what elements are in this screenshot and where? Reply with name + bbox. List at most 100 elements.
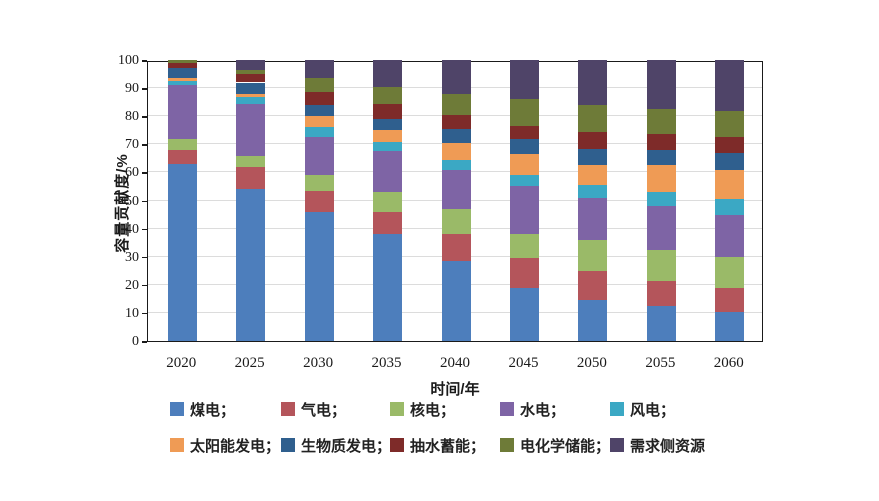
- bar-2040: [441, 60, 471, 341]
- bar-2030: [304, 60, 334, 341]
- bar-segment-2035-煤电: [373, 234, 403, 341]
- legend-label: 煤电；: [190, 401, 236, 419]
- bar-segment-2055-气电: [646, 280, 676, 306]
- legend-swatch-icon: [390, 402, 404, 416]
- legend-item-核电: 核电；: [390, 398, 455, 420]
- y-tick-label-40: 40: [125, 221, 139, 237]
- bar-segment-2060-煤电: [715, 311, 745, 341]
- x-tick-label-2045: 2045: [508, 355, 539, 371]
- bar-segment-2020-太阳能发电: [167, 78, 197, 82]
- x-tick-label-2025: 2025: [234, 355, 265, 371]
- bar-segment-2060-抽水蓄能: [715, 137, 745, 153]
- bar-segment-2025-水电: [236, 103, 266, 156]
- bar-segment-2035-核电: [373, 192, 403, 212]
- bar-segment-2020-核电: [167, 138, 197, 150]
- bar-segment-2055-抽水蓄能: [646, 134, 676, 150]
- bar-segment-2060-核电: [715, 256, 745, 288]
- bar-segment-2040-生物质发电: [441, 128, 471, 143]
- legend-item-需求侧资源: 需求侧资源: [610, 434, 705, 456]
- y-tick-mark-0: [142, 341, 147, 343]
- bar-2045: [509, 60, 539, 341]
- bar-segment-2030-需求侧资源: [304, 60, 334, 79]
- bar-segment-2030-抽水蓄能: [304, 92, 334, 105]
- bar-segment-2040-风电: [441, 159, 471, 170]
- bar-segment-2055-风电: [646, 192, 676, 207]
- legend-swatch-icon: [500, 438, 514, 452]
- bar-segment-2040-水电: [441, 169, 471, 209]
- bar-segment-2025-需求侧资源: [236, 60, 266, 70]
- legend-label: 电化学储能；: [520, 437, 611, 455]
- bar-2035: [373, 60, 403, 341]
- bar-segment-2025-核电: [236, 155, 266, 167]
- bar-segment-2035-生物质发电: [373, 119, 403, 131]
- bar-segment-2060-气电: [715, 287, 745, 312]
- bar-segment-2050-生物质发电: [578, 148, 608, 166]
- legend-label: 核电；: [410, 401, 456, 419]
- bar-segment-2045-风电: [509, 175, 539, 187]
- legend-swatch-icon: [500, 402, 514, 416]
- bar-segment-2040-气电: [441, 234, 471, 261]
- bar-segment-2055-生物质发电: [646, 149, 676, 166]
- bar-segment-2020-气电: [167, 149, 197, 164]
- legend-swatch-icon: [281, 438, 295, 452]
- bar-segment-2020-煤电: [167, 163, 197, 341]
- bar-segment-2055-电化学储能: [646, 109, 676, 135]
- bar-segment-2040-抽水蓄能: [441, 114, 471, 129]
- legend-row-1: 煤电； 气电； 核电； 水电； 风电；: [0, 398, 879, 420]
- legend-label: 水电；: [520, 401, 566, 419]
- bar-segment-2025-气电: [236, 166, 266, 190]
- y-tick-label-60: 60: [125, 165, 139, 181]
- y-tick-mark-80: [142, 116, 147, 118]
- y-tick-mark-10: [142, 312, 147, 315]
- x-tick-label-2055: 2055: [645, 355, 676, 371]
- y-tick-mark-30: [142, 256, 147, 259]
- bar-segment-2045-需求侧资源: [509, 60, 539, 100]
- bar-segment-2025-生物质发电: [236, 82, 266, 94]
- bar-segment-2055-核电: [646, 249, 676, 281]
- bar-segment-2035-水电: [373, 151, 403, 193]
- bar-segment-2040-核电: [441, 208, 471, 235]
- legend-row-2: 太阳能发电； 生物质发电； 抽水蓄能； 电化学储能； 需求侧资源: [0, 434, 879, 456]
- legend-item-水电: 水电；: [500, 398, 565, 420]
- x-axis-title: 时间/年: [430, 381, 480, 398]
- bar-segment-2025-太阳能发电: [236, 93, 266, 97]
- bar-segment-2035-电化学储能: [373, 86, 403, 104]
- bar-segment-2050-水电: [578, 197, 608, 240]
- bar-segment-2055-水电: [646, 206, 676, 250]
- legend-label: 气电；: [301, 401, 347, 419]
- bar-segment-2025-电化学储能: [236, 69, 266, 75]
- bar-segment-2035-需求侧资源: [373, 60, 403, 87]
- legend-label: 生物质发电；: [301, 437, 392, 455]
- y-tick-label-70: 70: [125, 137, 139, 153]
- legend-swatch-icon: [610, 438, 624, 452]
- legend-item-生物质发电: 生物质发电；: [281, 434, 391, 456]
- bar-segment-2030-煤电: [304, 211, 334, 341]
- bar-segment-2045-煤电: [509, 287, 539, 341]
- y-tick-label-100: 100: [118, 53, 139, 68]
- y-tick-label-30: 30: [125, 249, 139, 265]
- bar-segment-2050-气电: [578, 270, 608, 301]
- bar-segment-2060-电化学储能: [715, 110, 745, 138]
- y-tick-label-10: 10: [125, 305, 139, 321]
- bar-segment-2020-生物质发电: [167, 68, 197, 79]
- legend-item-风电: 风电；: [610, 398, 675, 420]
- y-tick-mark-20: [142, 284, 147, 287]
- x-tick-label-2020: 2020: [166, 355, 197, 371]
- bar-segment-2020-抽水蓄能: [167, 62, 197, 69]
- bar-segment-2050-太阳能发电: [578, 165, 608, 186]
- y-tick-label-50: 50: [125, 193, 139, 209]
- bar-segment-2045-水电: [509, 186, 539, 235]
- bar-segment-2020-电化学储能: [167, 60, 197, 63]
- bar-segment-2055-煤电: [646, 305, 676, 341]
- legend-swatch-icon: [281, 402, 295, 416]
- bar-segment-2040-太阳能发电: [441, 142, 471, 160]
- legend-label: 风电；: [630, 401, 676, 419]
- bar-segment-2040-需求侧资源: [441, 60, 471, 94]
- bar-segment-2030-生物质发电: [304, 104, 334, 117]
- bar-segment-2035-太阳能发电: [373, 130, 403, 142]
- legend-label: 需求侧资源: [630, 437, 706, 455]
- legend-swatch-icon: [170, 402, 184, 416]
- bar-segment-2030-太阳能发电: [304, 116, 334, 128]
- legend-label: 太阳能发电；: [190, 437, 281, 455]
- x-tick-label-2050: 2050: [576, 355, 607, 371]
